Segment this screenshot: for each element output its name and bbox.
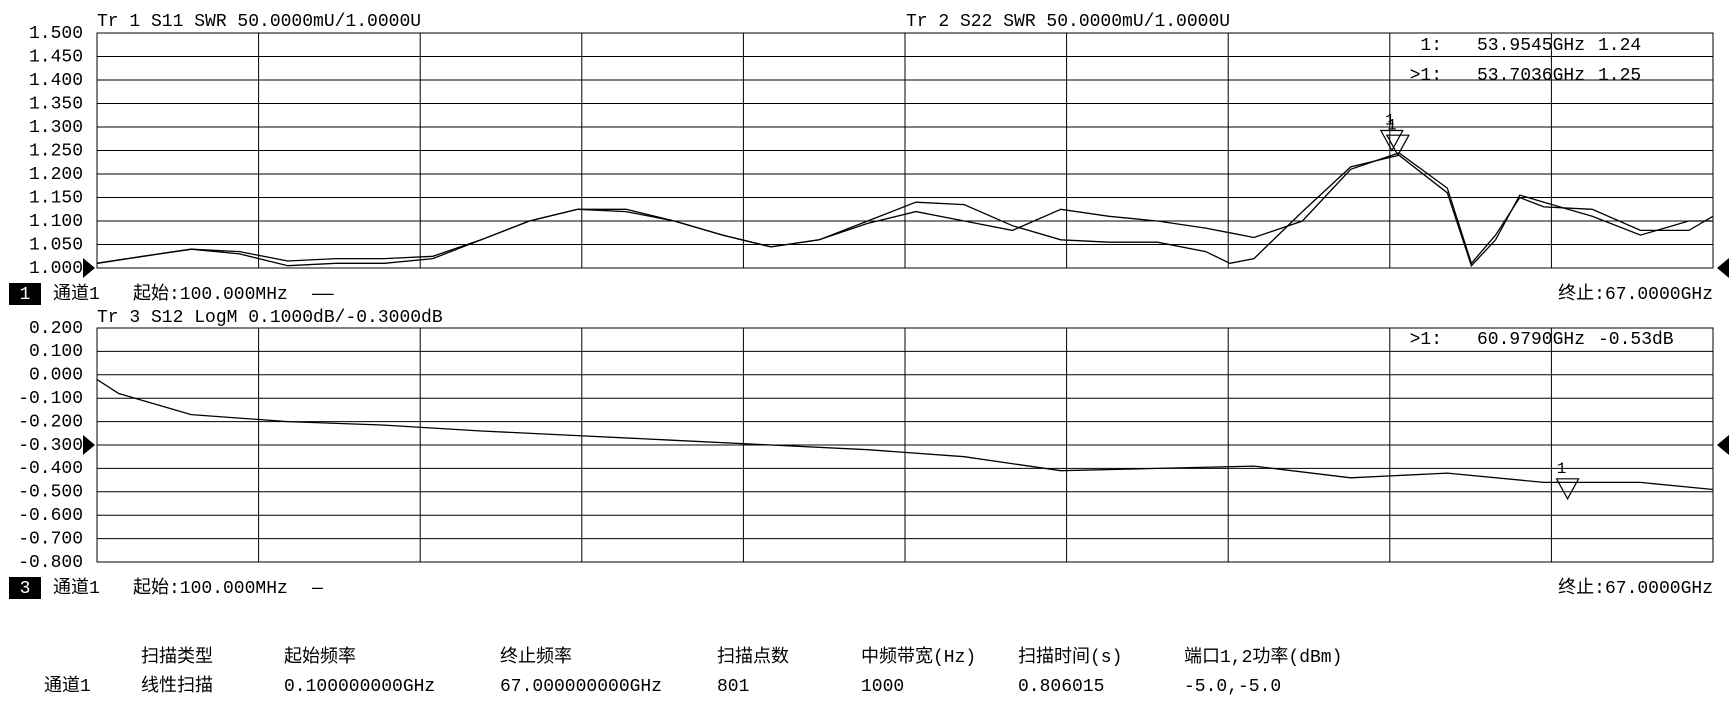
y-tick-label: 1.400 — [29, 71, 83, 91]
channel-badge — [9, 283, 41, 305]
y-tick-label: 1.100 — [29, 212, 83, 232]
y-tick-label: -0.500 — [18, 483, 83, 503]
y-tick-label: 0.200 — [29, 319, 83, 339]
marker-number: 1 — [1557, 460, 1567, 478]
trace-line — [96, 154, 1713, 267]
ref-arrow-right — [1717, 435, 1729, 455]
table-row-label: 通道1 — [44, 675, 91, 697]
marker-readout-value: 1.25 — [1598, 66, 1641, 86]
y-tick-label: -0.300 — [18, 436, 83, 456]
y-tick-label: -0.100 — [18, 389, 83, 409]
channel-stop: 终止:67.0000GHz — [1558, 577, 1713, 599]
marker-readout-freq: 53.9545GHz — [1477, 36, 1585, 56]
y-tick-label: -0.800 — [18, 553, 83, 573]
trace-header: Tr 3 S12 LogM 0.1000dB/-0.3000dB — [97, 308, 443, 328]
marker-number: 1 — [1385, 112, 1395, 130]
ref-arrow-left — [83, 435, 95, 455]
y-tick-label: -0.400 — [18, 459, 83, 479]
table-cell: -5.0,-5.0 — [1184, 677, 1281, 697]
table-header: 中频带宽(Hz) — [861, 646, 976, 668]
table-header: 扫描类型 — [141, 646, 213, 668]
marker-triangle — [1379, 129, 1404, 152]
table-cell: 0.100000000GHz — [284, 677, 435, 697]
channel-stop: 终止:67.0000GHz — [1558, 283, 1713, 305]
table-cell: 0.806015 — [1018, 677, 1104, 697]
trace-line — [96, 378, 1714, 491]
y-tick-label: 1.250 — [29, 141, 83, 161]
table-header: 扫描时间(s) — [1018, 646, 1122, 668]
table-header: 端口1,2功率(dBm) — [1184, 646, 1342, 668]
marker-readout-value: -0.53dB — [1598, 330, 1674, 350]
table-cell: 801 — [717, 677, 749, 697]
trace-header: Tr 2 S22 SWR 50.0000mU/1.0000U — [906, 12, 1230, 32]
marker-readout-label: >1: — [1410, 330, 1442, 350]
y-tick-label: 1.500 — [29, 24, 83, 44]
y-tick-label: 1.050 — [29, 235, 83, 255]
plot-frame — [96, 32, 1714, 269]
ref-arrow-left — [83, 258, 95, 278]
marker-number: 1 — [1387, 116, 1397, 134]
y-tick-label: 0.000 — [29, 366, 83, 386]
channel-mark: —— — [311, 285, 334, 305]
channel-start: 起始:100.000MHz — [133, 577, 288, 599]
y-tick-label: -0.600 — [18, 506, 83, 526]
y-tick-label: 1.450 — [29, 47, 83, 67]
table-cell: 线性扫描 — [141, 675, 213, 697]
y-tick-label: 1.300 — [29, 118, 83, 138]
table-header: 扫描点数 — [717, 646, 789, 668]
channel-number: 3 — [20, 579, 31, 599]
y-tick-label: 1.000 — [29, 259, 83, 279]
y-tick-label: -0.700 — [18, 529, 83, 549]
y-tick-label: -0.200 — [18, 412, 83, 432]
table-header: 终止频率 — [500, 646, 572, 668]
channel-name: 通道1 — [53, 577, 100, 599]
trace-header: Tr 1 S11 SWR 50.0000mU/1.0000U — [97, 12, 421, 32]
marker-readout-freq: 60.9790GHz — [1477, 330, 1585, 350]
table-header: 起始频率 — [284, 646, 356, 668]
y-tick-label: 1.350 — [29, 94, 83, 114]
y-tick-label: 1.200 — [29, 165, 83, 185]
marker-readout-label: >1: — [1410, 66, 1442, 86]
table-cell: 1000 — [861, 677, 904, 697]
plot-frame — [96, 327, 1714, 563]
marker-readout-freq: 53.7036GHz — [1477, 66, 1585, 86]
channel-start: 起始:100.000MHz — [133, 283, 288, 305]
marker-readout-label: 1: — [1420, 36, 1442, 56]
channel-badge — [9, 577, 41, 599]
y-tick-label: 0.100 — [29, 342, 83, 362]
channel-name: 通道1 — [53, 283, 100, 305]
channel-mark: — — [311, 579, 323, 599]
marker-triangle — [1385, 134, 1410, 157]
ref-arrow-right — [1717, 258, 1729, 278]
y-tick-label: 1.150 — [29, 188, 83, 208]
marker-triangle — [1555, 478, 1580, 501]
channel-number: 1 — [20, 285, 31, 305]
marker-readout-value: 1.24 — [1598, 36, 1641, 56]
trace-line — [96, 152, 1714, 267]
table-cell: 67.000000000GHz — [500, 677, 662, 697]
